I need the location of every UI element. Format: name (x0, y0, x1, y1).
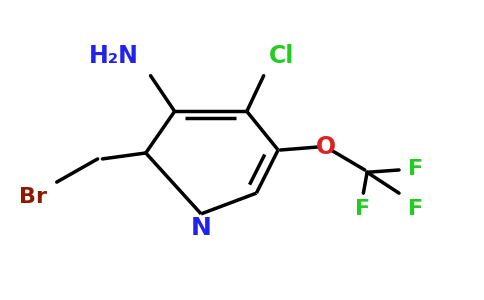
Text: Cl: Cl (269, 44, 294, 68)
Text: H₂N: H₂N (89, 44, 138, 68)
Text: Br: Br (19, 187, 47, 207)
Text: O: O (316, 135, 336, 159)
Text: F: F (355, 199, 370, 219)
Text: F: F (408, 159, 423, 179)
Text: F: F (408, 199, 423, 219)
Text: N: N (191, 216, 212, 240)
